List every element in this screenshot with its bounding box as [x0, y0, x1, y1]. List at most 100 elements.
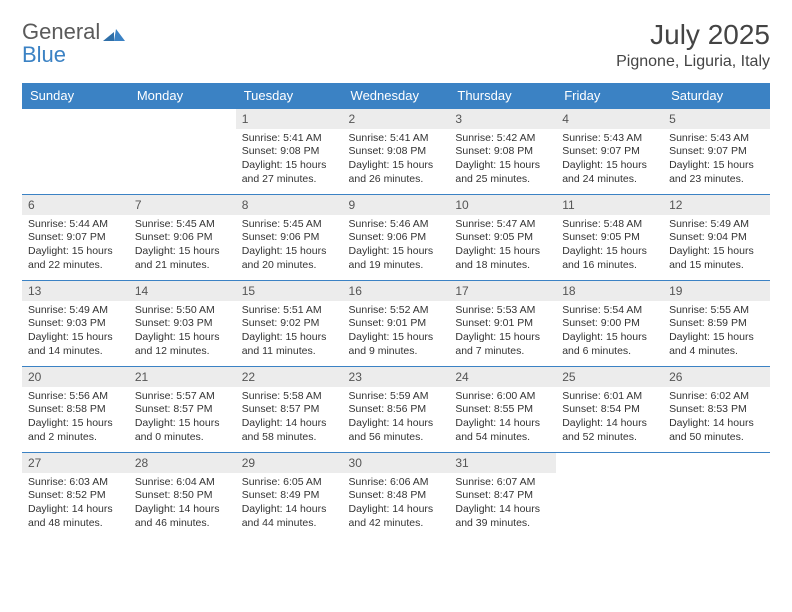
- sunrise-text: Sunrise: 6:07 AM: [455, 476, 550, 490]
- day-content: Sunrise: 5:49 AMSunset: 9:03 PMDaylight:…: [22, 301, 129, 363]
- sunrise-text: Sunrise: 6:01 AM: [562, 390, 657, 404]
- calendar-cell: 11Sunrise: 5:48 AMSunset: 9:05 PMDayligh…: [556, 194, 663, 280]
- daylight-text: Daylight: 15 hours and 14 minutes.: [28, 331, 123, 358]
- day-content: Sunrise: 6:05 AMSunset: 8:49 PMDaylight:…: [236, 473, 343, 535]
- sunset-text: Sunset: 9:08 PM: [349, 145, 444, 159]
- day-number: 29: [236, 453, 343, 473]
- sunrise-text: Sunrise: 5:57 AM: [135, 390, 230, 404]
- day-content: Sunrise: 6:01 AMSunset: 8:54 PMDaylight:…: [556, 387, 663, 449]
- sunset-text: Sunset: 9:05 PM: [562, 231, 657, 245]
- day-content: Sunrise: 5:45 AMSunset: 9:06 PMDaylight:…: [129, 215, 236, 277]
- day-number: 28: [129, 453, 236, 473]
- calendar-cell: 13Sunrise: 5:49 AMSunset: 9:03 PMDayligh…: [22, 280, 129, 366]
- calendar-cell: 26Sunrise: 6:02 AMSunset: 8:53 PMDayligh…: [663, 366, 770, 452]
- calendar-cell: 31Sunrise: 6:07 AMSunset: 8:47 PMDayligh…: [449, 452, 556, 538]
- daylight-text: Daylight: 15 hours and 26 minutes.: [349, 159, 444, 186]
- day-content: Sunrise: 6:00 AMSunset: 8:55 PMDaylight:…: [449, 387, 556, 449]
- calendar-cell: 27Sunrise: 6:03 AMSunset: 8:52 PMDayligh…: [22, 452, 129, 538]
- sunrise-text: Sunrise: 6:00 AM: [455, 390, 550, 404]
- calendar-cell: 10Sunrise: 5:47 AMSunset: 9:05 PMDayligh…: [449, 194, 556, 280]
- calendar-cell: 16Sunrise: 5:52 AMSunset: 9:01 PMDayligh…: [343, 280, 450, 366]
- sunset-text: Sunset: 9:06 PM: [242, 231, 337, 245]
- day-number: 26: [663, 367, 770, 387]
- day-number: 2: [343, 109, 450, 129]
- sunset-text: Sunset: 9:07 PM: [28, 231, 123, 245]
- sunrise-text: Sunrise: 5:49 AM: [669, 218, 764, 232]
- brand-mark-icon: [103, 22, 125, 45]
- calendar-cell: 9Sunrise: 5:46 AMSunset: 9:06 PMDaylight…: [343, 194, 450, 280]
- title-block: July 2025 Pignone, Liguria, Italy: [616, 20, 770, 71]
- sunrise-text: Sunrise: 5:43 AM: [562, 132, 657, 146]
- daylight-text: Daylight: 15 hours and 25 minutes.: [455, 159, 550, 186]
- daylight-text: Daylight: 14 hours and 54 minutes.: [455, 417, 550, 444]
- daylight-text: Daylight: 15 hours and 18 minutes.: [455, 245, 550, 272]
- day-number: 25: [556, 367, 663, 387]
- sunset-text: Sunset: 9:06 PM: [349, 231, 444, 245]
- sunset-text: Sunset: 8:47 PM: [455, 489, 550, 503]
- day-content: Sunrise: 6:03 AMSunset: 8:52 PMDaylight:…: [22, 473, 129, 535]
- location-label: Pignone, Liguria, Italy: [616, 53, 770, 71]
- calendar-cell: 25Sunrise: 6:01 AMSunset: 8:54 PMDayligh…: [556, 366, 663, 452]
- sunset-text: Sunset: 8:52 PM: [28, 489, 123, 503]
- day-number: 16: [343, 281, 450, 301]
- sunrise-text: Sunrise: 5:47 AM: [455, 218, 550, 232]
- weekday-header: Saturday: [663, 83, 770, 109]
- day-number: 23: [343, 367, 450, 387]
- sunset-text: Sunset: 8:55 PM: [455, 403, 550, 417]
- sunset-text: Sunset: 8:57 PM: [135, 403, 230, 417]
- sunrise-text: Sunrise: 6:05 AM: [242, 476, 337, 490]
- sunset-text: Sunset: 8:49 PM: [242, 489, 337, 503]
- brand-part2: Blue: [22, 42, 66, 67]
- day-number: 17: [449, 281, 556, 301]
- day-number: 6: [22, 195, 129, 215]
- day-content: Sunrise: 5:46 AMSunset: 9:06 PMDaylight:…: [343, 215, 450, 277]
- day-content: Sunrise: 6:07 AMSunset: 8:47 PMDaylight:…: [449, 473, 556, 535]
- calendar-cell: 20Sunrise: 5:56 AMSunset: 8:58 PMDayligh…: [22, 366, 129, 452]
- sunset-text: Sunset: 9:08 PM: [242, 145, 337, 159]
- sunset-text: Sunset: 8:48 PM: [349, 489, 444, 503]
- daylight-text: Daylight: 15 hours and 4 minutes.: [669, 331, 764, 358]
- sunset-text: Sunset: 9:04 PM: [669, 231, 764, 245]
- brand-logo: GeneralBlue: [22, 20, 125, 66]
- day-number: 15: [236, 281, 343, 301]
- calendar-week-row: 13Sunrise: 5:49 AMSunset: 9:03 PMDayligh…: [22, 280, 770, 366]
- sunrise-text: Sunrise: 5:53 AM: [455, 304, 550, 318]
- calendar-cell: [129, 108, 236, 194]
- day-content: Sunrise: 5:52 AMSunset: 9:01 PMDaylight:…: [343, 301, 450, 363]
- daylight-text: Daylight: 15 hours and 27 minutes.: [242, 159, 337, 186]
- day-content: Sunrise: 5:56 AMSunset: 8:58 PMDaylight:…: [22, 387, 129, 449]
- sunset-text: Sunset: 8:50 PM: [135, 489, 230, 503]
- sunrise-text: Sunrise: 5:59 AM: [349, 390, 444, 404]
- daylight-text: Daylight: 15 hours and 20 minutes.: [242, 245, 337, 272]
- daylight-text: Daylight: 14 hours and 39 minutes.: [455, 503, 550, 530]
- day-content: Sunrise: 5:59 AMSunset: 8:56 PMDaylight:…: [343, 387, 450, 449]
- sunset-text: Sunset: 9:07 PM: [669, 145, 764, 159]
- sunrise-text: Sunrise: 5:56 AM: [28, 390, 123, 404]
- sunrise-text: Sunrise: 5:48 AM: [562, 218, 657, 232]
- daylight-text: Daylight: 14 hours and 50 minutes.: [669, 417, 764, 444]
- calendar-cell: [663, 452, 770, 538]
- calendar-cell: 2 Sunrise: 5:41 AMSunset: 9:08 PMDaylight…: [343, 108, 450, 194]
- day-number: 8: [236, 195, 343, 215]
- day-content: Sunrise: 5:57 AMSunset: 8:57 PMDaylight:…: [129, 387, 236, 449]
- sunset-text: Sunset: 8:54 PM: [562, 403, 657, 417]
- day-content: Sunrise: 5:42 AMSunset: 9:08 PMDaylight:…: [449, 129, 556, 191]
- daylight-text: Daylight: 15 hours and 22 minutes.: [28, 245, 123, 272]
- calendar-cell: 6Sunrise: 5:44 AMSunset: 9:07 PMDaylight…: [22, 194, 129, 280]
- day-content: Sunrise: 5:43 AMSunset: 9:07 PMDaylight:…: [556, 129, 663, 191]
- calendar-cell: 7Sunrise: 5:45 AMSunset: 9:06 PMDaylight…: [129, 194, 236, 280]
- sunset-text: Sunset: 8:57 PM: [242, 403, 337, 417]
- sunrise-text: Sunrise: 6:06 AM: [349, 476, 444, 490]
- daylight-text: Daylight: 14 hours and 42 minutes.: [349, 503, 444, 530]
- sunrise-text: Sunrise: 5:49 AM: [28, 304, 123, 318]
- calendar-header-row: SundayMondayTuesdayWednesdayThursdayFrid…: [22, 83, 770, 109]
- daylight-text: Daylight: 14 hours and 46 minutes.: [135, 503, 230, 530]
- day-content: Sunrise: 5:53 AMSunset: 9:01 PMDaylight:…: [449, 301, 556, 363]
- sunset-text: Sunset: 8:53 PM: [669, 403, 764, 417]
- day-number: 18: [556, 281, 663, 301]
- calendar-cell: 22Sunrise: 5:58 AMSunset: 8:57 PMDayligh…: [236, 366, 343, 452]
- sunrise-text: Sunrise: 5:41 AM: [349, 132, 444, 146]
- sunrise-text: Sunrise: 5:43 AM: [669, 132, 764, 146]
- calendar-week-row: 6Sunrise: 5:44 AMSunset: 9:07 PMDaylight…: [22, 194, 770, 280]
- sunrise-text: Sunrise: 5:51 AM: [242, 304, 337, 318]
